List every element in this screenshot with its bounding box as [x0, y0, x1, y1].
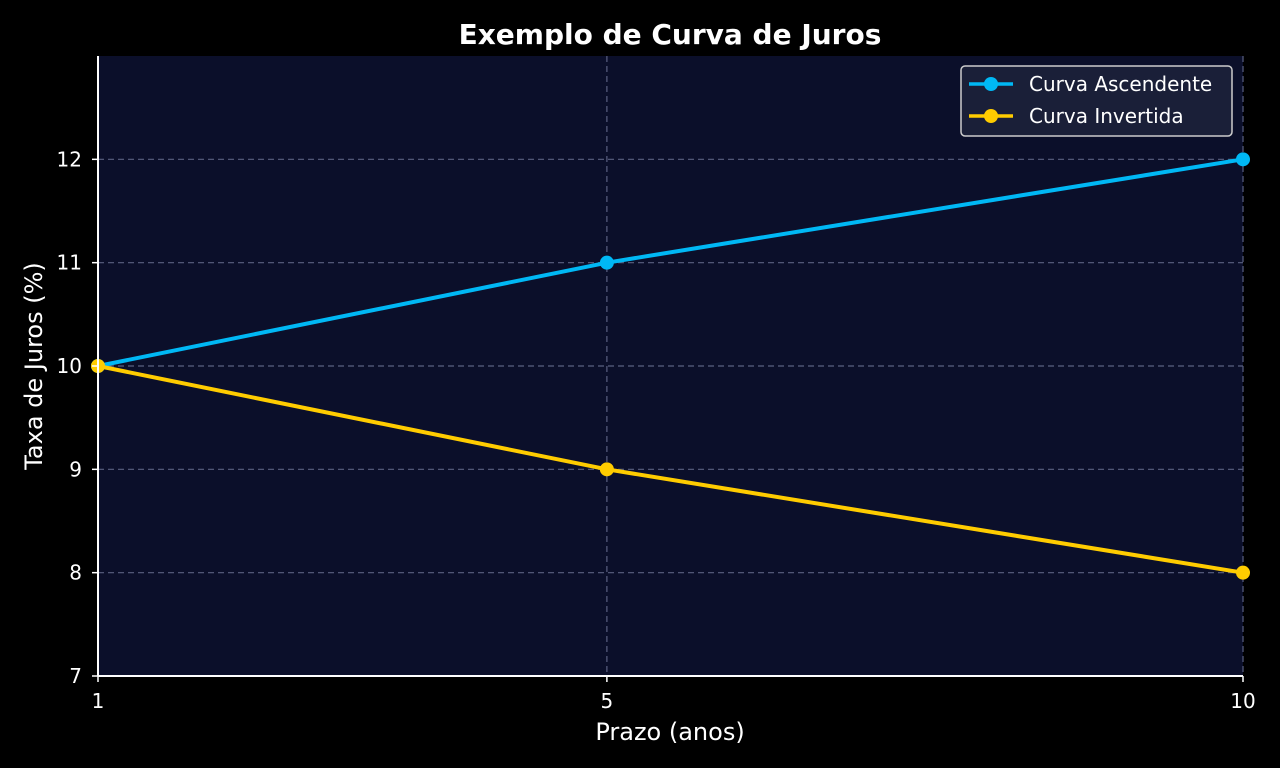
x-axis-label: Prazo (anos) [595, 718, 744, 746]
y-tick-label: 9 [69, 457, 82, 481]
legend-box [960, 65, 1233, 137]
y-tick-label: 7 [69, 664, 82, 688]
legend-label-ascendente: Curva Ascendente [1029, 72, 1212, 96]
x-tick-label: 1 [92, 689, 105, 713]
data-point-0-2 [1236, 152, 1250, 167]
data-point-0-1 [599, 255, 614, 270]
y-tick-label: 11 [57, 251, 82, 275]
legend-label-invertida: Curva Invertida [1029, 104, 1184, 128]
legend-item-curva-invertida: Curva Invertida [969, 104, 1184, 128]
y-tick-label: 12 [57, 147, 82, 171]
y-tick-label: 8 [69, 561, 82, 585]
y-axis-label: Taxa de Juros (%) [20, 262, 48, 471]
legend-marker-invertida [984, 109, 998, 123]
legend: Curva Ascendente Curva Invertida [960, 65, 1233, 137]
data-point-1-1 [599, 462, 614, 477]
y-tick-label: 10 [57, 354, 82, 378]
chart-title: Exemplo de Curva de Juros [459, 18, 882, 51]
data-point-1-2 [1236, 565, 1250, 580]
tick-labels: 7 8 9 10 11 12 1 5 10 [57, 147, 1256, 713]
x-tick-label: 10 [1230, 689, 1255, 713]
legend-marker-ascendente [984, 77, 998, 91]
series-lines [91, 152, 1250, 580]
legend-item-curva-ascendente: Curva Ascendente [969, 72, 1212, 96]
x-tick-label: 5 [601, 689, 614, 713]
